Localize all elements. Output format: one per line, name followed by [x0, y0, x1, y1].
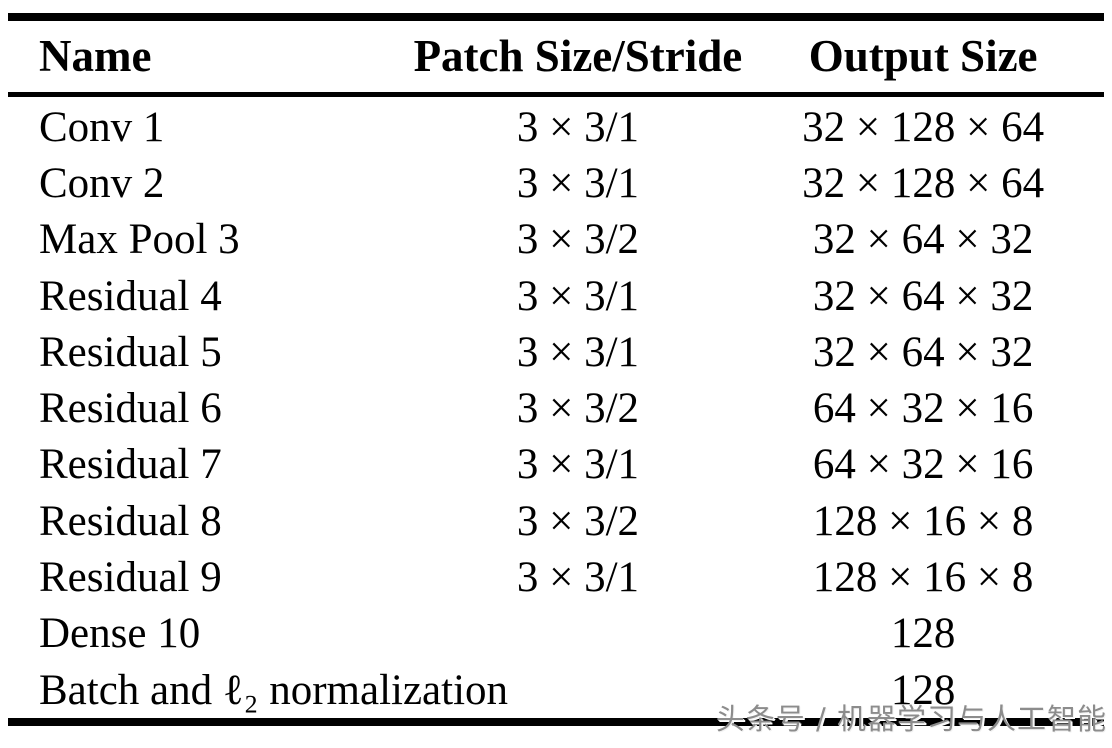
- cell-name: Batch and ℓ₂ normalization: [39, 666, 509, 714]
- cell-output: 128: [890, 666, 956, 714]
- cell-output: 128: [890, 610, 956, 658]
- table-header-rule: [8, 92, 1104, 97]
- cell-output: 128 × 16 × 8: [812, 497, 1034, 545]
- cell-name: Residual 4: [39, 272, 222, 320]
- cell-patch: 3 × 3/2: [516, 497, 640, 545]
- cell-output: 32 × 64 × 32: [812, 328, 1034, 376]
- cell-name: Conv 1: [39, 103, 165, 151]
- cell-name: Max Pool 3: [39, 216, 240, 264]
- cell-patch: 3 × 3/1: [516, 159, 640, 207]
- cell-name: Residual 6: [39, 385, 222, 433]
- table-top-rule: [8, 13, 1104, 21]
- cell-name: Residual 5: [39, 328, 222, 376]
- cell-name: Residual 9: [39, 554, 222, 602]
- table-row: Residual 4 3 × 3/1 32 × 64 × 32: [8, 268, 1104, 324]
- table-row: Dense 10 128: [8, 606, 1104, 662]
- cell-output: 32 × 64 × 32: [812, 272, 1034, 320]
- cell-patch: 3 × 3/1: [516, 441, 640, 489]
- cell-patch: 3 × 3/2: [516, 385, 640, 433]
- cell-output: 32 × 128 × 64: [802, 159, 1045, 207]
- cell-name: Residual 8: [39, 497, 222, 545]
- cell-patch: 3 × 3/1: [516, 272, 640, 320]
- cell-output: 64 × 32 × 16: [812, 441, 1034, 489]
- column-header-output-size: Output Size: [808, 31, 1038, 81]
- cell-output: 32 × 128 × 64: [802, 103, 1045, 151]
- table-body: Conv 1 3 × 3/1 32 × 128 × 64 Conv 2 3 × 3/1 3…: [8, 97, 1104, 718]
- cell-patch: 3 × 3/1: [516, 103, 640, 151]
- table-row: Residual 6 3 × 3/2 64 × 32 × 16: [8, 380, 1104, 436]
- cell-patch: 3 × 3/1: [516, 328, 640, 376]
- table-bottom-rule: [8, 718, 1104, 726]
- cell-name: Conv 2: [39, 159, 165, 207]
- cell-output: 64 × 32 × 16: [812, 385, 1034, 433]
- column-header-name: Name: [39, 31, 152, 81]
- table-row: Max Pool 3 3 × 3/2 32 × 64 × 32: [8, 212, 1104, 268]
- table-row: Residual 7 3 × 3/1 64 × 32 × 16: [8, 437, 1104, 493]
- watermark-text: 头条号 / 机器学习与人工智能: [715, 702, 1107, 736]
- table-row: Residual 9 3 × 3/1 128 × 16 × 8: [8, 549, 1104, 605]
- table-row: Residual 5 3 × 3/1 32 × 64 × 32: [8, 324, 1104, 380]
- cell-name: Residual 7: [39, 441, 222, 489]
- table-row: Conv 2 3 × 3/1 32 × 128 × 64: [8, 155, 1104, 211]
- cell-output: 128 × 16 × 8: [812, 554, 1034, 602]
- table-row: Residual 8 3 × 3/2 128 × 16 × 8: [8, 493, 1104, 549]
- table-row: Conv 1 3 × 3/1 32 × 128 × 64: [8, 99, 1104, 155]
- cell-patch: 3 × 3/2: [516, 216, 640, 264]
- cell-name: Dense 10: [39, 610, 201, 658]
- cell-patch: 3 × 3/1: [516, 554, 640, 602]
- cell-output: 32 × 64 × 32: [812, 216, 1034, 264]
- column-header-patch-size-stride: Patch Size/Stride: [413, 31, 743, 81]
- table-row: Batch and ℓ₂ normalization 128: [8, 662, 1104, 718]
- table-header-row: Name Patch Size/Stride Output Size: [8, 21, 1104, 92]
